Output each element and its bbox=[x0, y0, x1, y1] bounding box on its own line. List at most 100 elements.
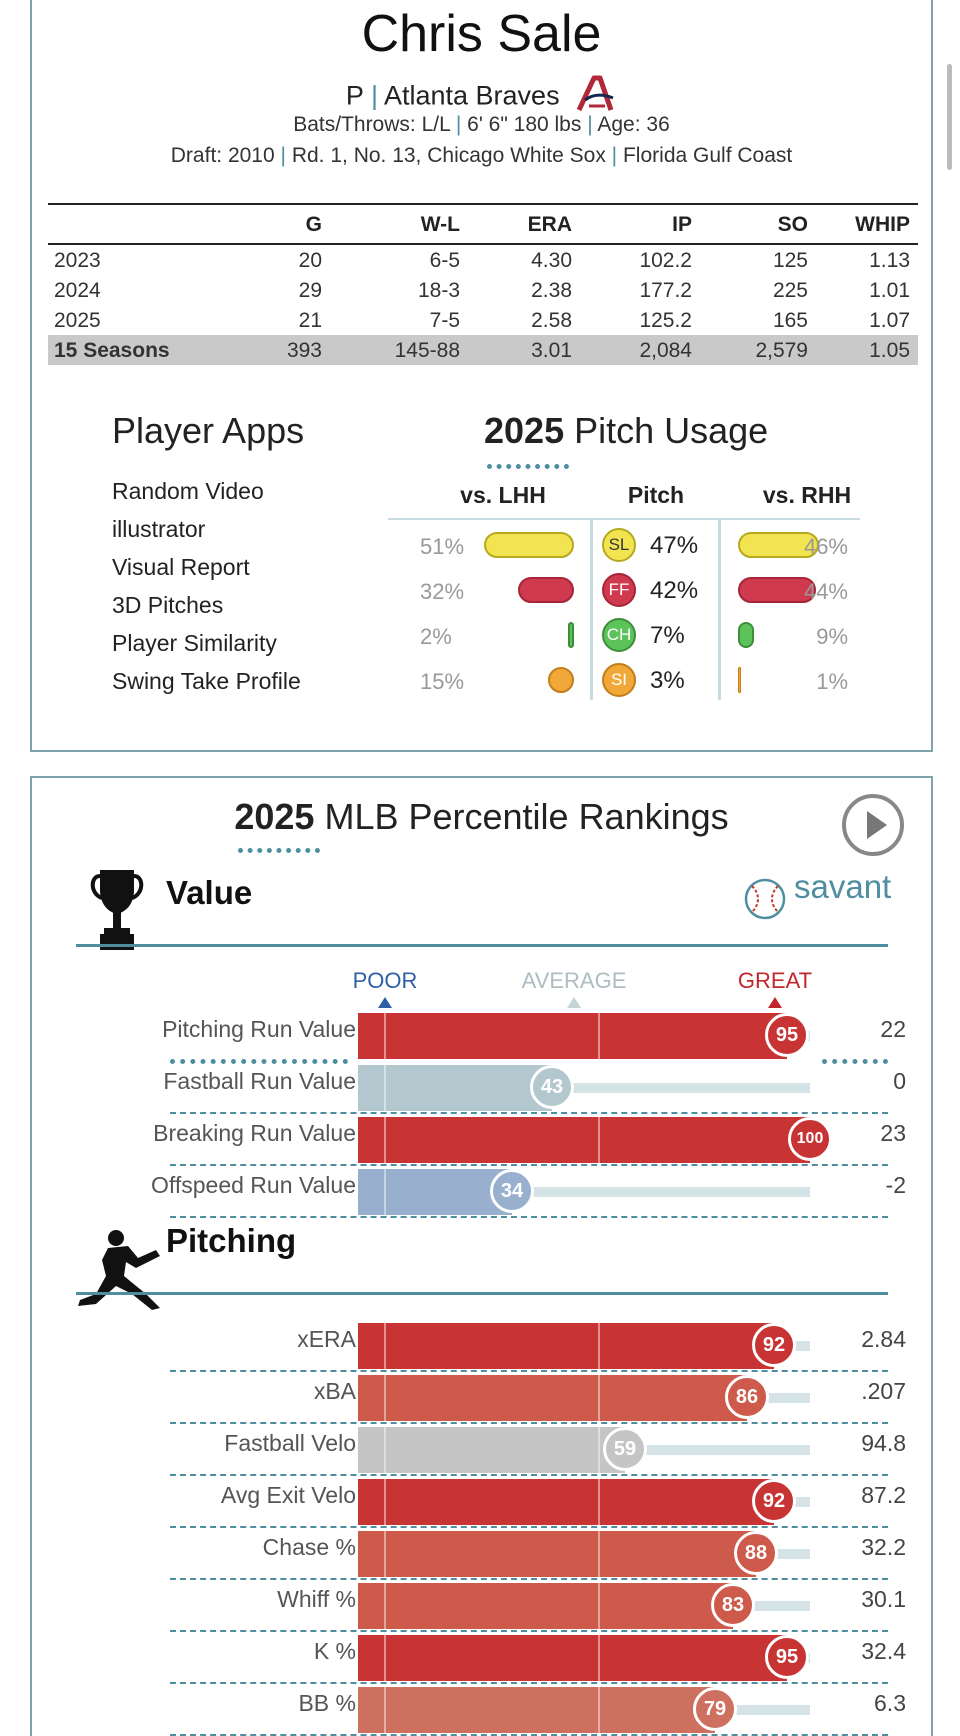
player-size: 6' 6" 180 lbs bbox=[467, 113, 582, 136]
percentile-circle: 79 bbox=[693, 1687, 737, 1731]
stats-cell: 29 bbox=[298, 279, 322, 302]
row-separator bbox=[822, 1059, 888, 1064]
percentile-row[interactable]: Whiff % 83 30.1 bbox=[32, 1578, 932, 1632]
usage-header-rule bbox=[388, 518, 860, 520]
pitch-type-badge[interactable]: SL bbox=[602, 528, 636, 562]
player-app-link[interactable]: Swing Take Profile bbox=[112, 668, 301, 694]
row-separator bbox=[170, 1474, 888, 1476]
metric-label: BB % bbox=[298, 1690, 356, 1716]
metric-label: K % bbox=[313, 1638, 356, 1664]
separator: | bbox=[370, 80, 378, 111]
pitch-type-badge[interactable]: CH bbox=[602, 618, 636, 652]
player-app-link[interactable]: Visual Report bbox=[112, 554, 250, 580]
percentile-row[interactable]: Offspeed Run Value 34 -2 bbox=[32, 1164, 932, 1218]
percentile-row[interactable]: Pitching Run Value 95 22 bbox=[32, 1008, 932, 1064]
row-separator bbox=[170, 1630, 888, 1632]
baseball-icon bbox=[744, 878, 786, 925]
lhh-percent: 51% bbox=[420, 534, 465, 559]
percentile-row[interactable]: K % 95 32.4 bbox=[32, 1630, 932, 1684]
percentile-circle: 43 bbox=[530, 1065, 574, 1109]
bar-gridline bbox=[384, 1479, 386, 1525]
rhh-percent: 1% bbox=[816, 669, 848, 694]
bar-gridline bbox=[384, 1687, 386, 1733]
page-scrollbar[interactable] bbox=[947, 64, 952, 170]
pitch-usage-row: 2% CH 7% 9% bbox=[388, 616, 858, 656]
player-apps-list: Random Video illustrator Visual Report 3D P… bbox=[112, 478, 301, 706]
percentile-row[interactable]: xERA 92 2.84 bbox=[32, 1318, 932, 1372]
pitch-usage-year: 2025 bbox=[484, 410, 565, 451]
player-app-link[interactable]: illustrator bbox=[112, 516, 206, 542]
percentile-circle: 92 bbox=[752, 1323, 796, 1367]
stats-cell: 2.58 bbox=[531, 309, 572, 332]
stats-cell: 3.01 bbox=[468, 335, 580, 365]
metric-label: Whiff % bbox=[277, 1586, 356, 1612]
row-separator bbox=[170, 1216, 888, 1218]
bar-gridline bbox=[598, 1479, 600, 1525]
rhh-usage-bar bbox=[738, 622, 754, 648]
player-app-link[interactable]: Random Video bbox=[112, 478, 264, 504]
stats-header: ERA bbox=[468, 203, 580, 245]
pitch-type-badge[interactable]: FF bbox=[602, 573, 636, 607]
stats-cell: 225 bbox=[772, 279, 808, 302]
stats-header bbox=[48, 203, 222, 245]
usage-divider-right bbox=[718, 518, 721, 700]
player-team[interactable]: Atlanta Braves bbox=[383, 80, 560, 111]
pitch-type-badge[interactable]: SI bbox=[602, 663, 636, 697]
row-separator bbox=[170, 1370, 888, 1372]
stats-row: 2025 21 7-5 2.58 125.2 165 1.07 bbox=[48, 305, 918, 335]
bar-gridline bbox=[598, 1531, 600, 1577]
row-separator bbox=[170, 1422, 888, 1424]
lhh-usage-bar bbox=[484, 532, 574, 558]
scale-great: GREAT bbox=[737, 968, 813, 993]
percentile-row[interactable]: BB % 79 6.3 bbox=[32, 1682, 932, 1736]
pitch-usage-percent: 47% bbox=[650, 532, 699, 559]
header-vs-rhh: vs. RHH bbox=[762, 482, 852, 508]
stats-cell: 2,084 bbox=[580, 335, 700, 365]
percentile-row[interactable]: Fastball Velo 59 94.8 bbox=[32, 1422, 932, 1476]
savant-logo[interactable]: savant bbox=[794, 868, 892, 905]
stats-row: 2024 29 18-3 2.38 177.2 225 1.01 bbox=[48, 275, 918, 305]
pitch-usage-label: Pitch Usage bbox=[574, 410, 769, 451]
stats-cell: 1.07 bbox=[869, 309, 910, 332]
stats-header: W-L bbox=[330, 203, 468, 245]
percentile-row[interactable]: Fastball Run Value 43 0 bbox=[32, 1060, 932, 1114]
bar-gridline bbox=[384, 1531, 386, 1577]
stats-cell: 1.05 bbox=[816, 335, 918, 365]
play-button[interactable] bbox=[842, 794, 904, 856]
player-app-link[interactable]: 3D Pitches bbox=[112, 592, 224, 618]
metric-value: 0 bbox=[893, 1068, 906, 1094]
metric-value: 2.84 bbox=[861, 1326, 906, 1352]
bar-gridline bbox=[384, 1013, 386, 1059]
lhh-percent: 32% bbox=[420, 579, 465, 604]
player-bio-line: Bats/Throws: L/L | 6' 6" 180 lbs | Age: … bbox=[32, 113, 931, 137]
player-school: Florida Gulf Coast bbox=[622, 144, 793, 167]
separator: | bbox=[455, 113, 462, 136]
percentile-circle: 83 bbox=[711, 1583, 755, 1627]
rhh-usage-bar bbox=[738, 577, 816, 603]
percentile-row[interactable]: Avg Exit Velo 92 87.2 bbox=[32, 1474, 932, 1528]
metric-label: Avg Exit Velo bbox=[220, 1482, 356, 1508]
stats-total-row: 15 Seasons 393 145-88 3.01 2,084 2,579 1.05 bbox=[48, 335, 918, 365]
lhh-percent: 2% bbox=[420, 624, 452, 649]
percentile-bar bbox=[358, 1375, 747, 1421]
stats-header: IP bbox=[580, 203, 700, 245]
stats-cell: 2.38 bbox=[531, 279, 572, 302]
stats-cell: 18-3 bbox=[417, 279, 460, 302]
player-app-link[interactable]: Player Similarity bbox=[112, 630, 277, 656]
percentile-row[interactable]: Chase % 88 32.2 bbox=[32, 1526, 932, 1580]
percentile-row[interactable]: Breaking Run Value 100 23 bbox=[32, 1112, 932, 1166]
bar-gridline bbox=[384, 1323, 386, 1369]
usage-divider-left bbox=[590, 518, 593, 700]
bar-gridline bbox=[598, 1427, 600, 1473]
percentile-bar bbox=[358, 1169, 512, 1215]
percentile-label: MLB Percentile Rankings bbox=[324, 796, 729, 837]
percentile-circle: 100 bbox=[788, 1117, 832, 1161]
stats-cell: 1.01 bbox=[869, 279, 910, 302]
percentile-row[interactable]: xBA 86 .207 bbox=[32, 1370, 932, 1424]
player-position: P bbox=[345, 80, 364, 111]
metric-label: Offspeed Run Value bbox=[150, 1172, 356, 1198]
lhh-usage-bar bbox=[547, 667, 574, 693]
row-separator bbox=[170, 1112, 888, 1114]
player-card: Chris Sale P | Atlanta Braves Bats/Throw… bbox=[30, 0, 933, 752]
player-name: Chris Sale bbox=[361, 5, 602, 63]
